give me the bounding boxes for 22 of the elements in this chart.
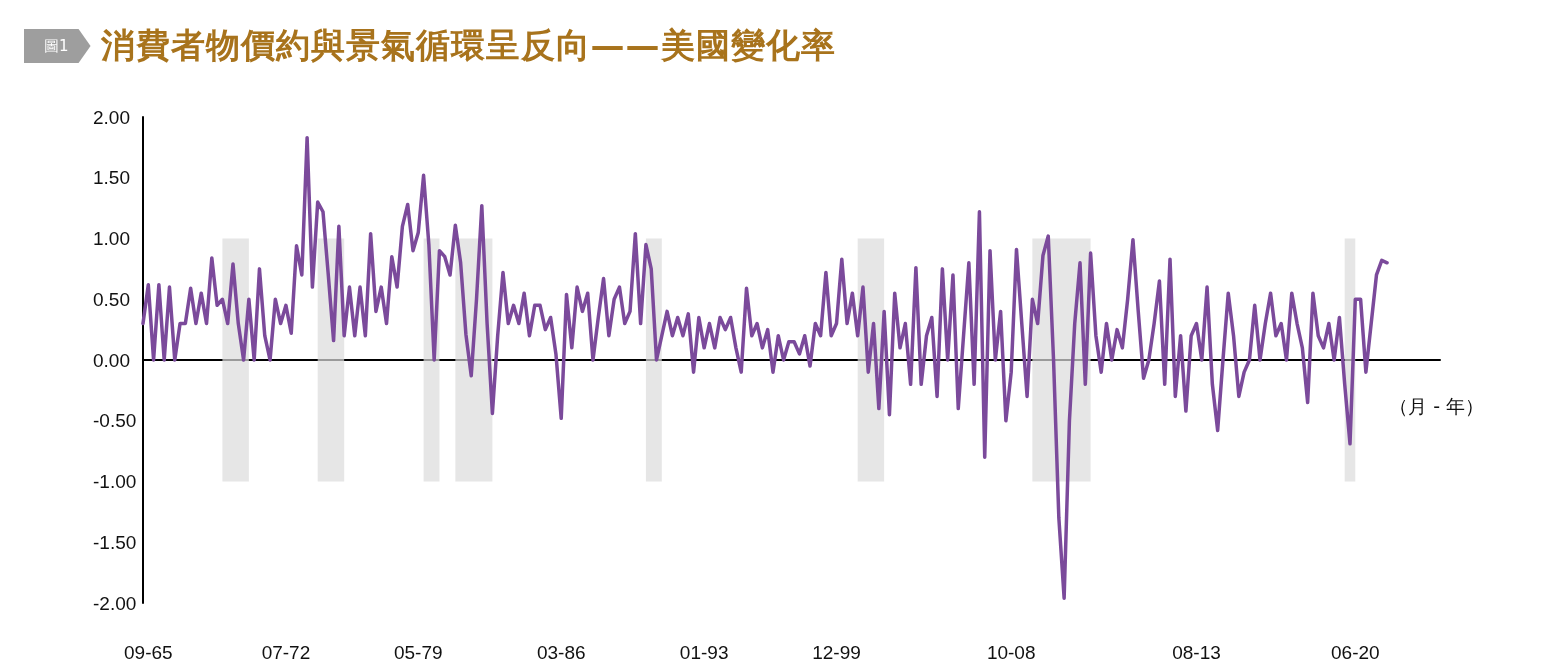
- x-tick-label: 08-13: [1172, 642, 1221, 662]
- y-tick-label: -1.00: [93, 471, 137, 492]
- y-tick-label: 2.00: [93, 106, 130, 128]
- chart-title: 消費者物價約與景氣循環呈反向——美國變化率: [100, 24, 836, 67]
- y-tick-label: 1.50: [93, 167, 130, 189]
- x-tick-label: 07-72: [261, 642, 311, 662]
- y-tick-label: -2.00: [93, 592, 137, 614]
- y-tick-label: -1.50: [93, 531, 137, 553]
- x-tick-label: 03-86: [536, 642, 586, 662]
- x-tick-label: 12-99: [812, 642, 861, 662]
- line-series: [141, 135, 1389, 600]
- y-tick-label: 0.00: [93, 349, 130, 371]
- x-axis-title: （月 - 年）: [1389, 394, 1485, 417]
- x-tick-label: 10-08: [986, 642, 1036, 662]
- x-tick-label: 06-20: [1330, 642, 1380, 662]
- x-tick-label: 09-65: [123, 642, 173, 662]
- y-tick-label: 1.00: [93, 228, 130, 249]
- x-tick-label: 01-93: [679, 642, 729, 662]
- y-tick-label: 0.50: [93, 288, 130, 310]
- y-tick-label: -0.50: [93, 410, 137, 432]
- caption: 圖1: [24, 29, 91, 63]
- x-tick-label: 05-79: [393, 642, 443, 662]
